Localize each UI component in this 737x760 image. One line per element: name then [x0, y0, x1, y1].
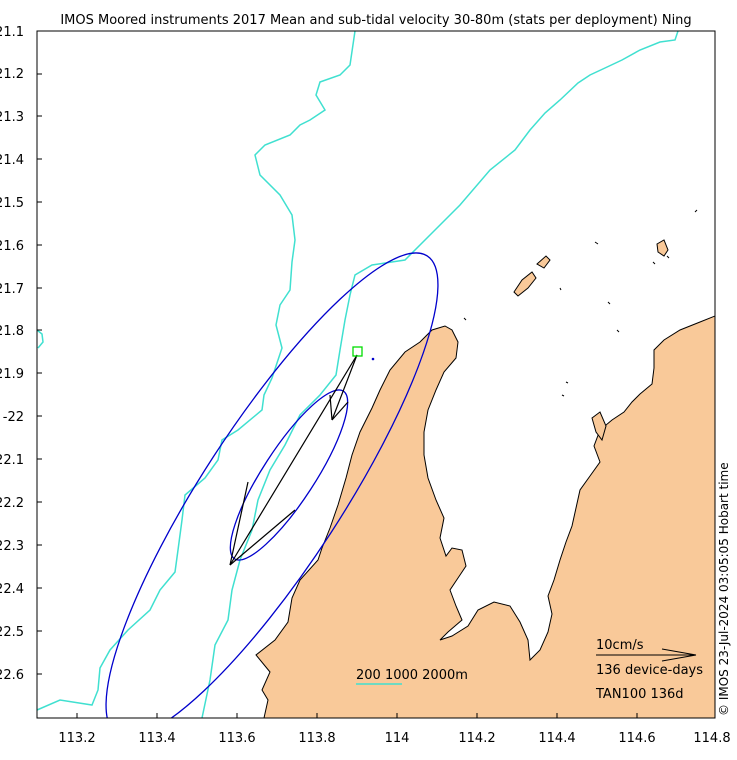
map-title: IMOS Moored instruments 2017 Mean and su… — [60, 13, 691, 28]
y-tick-label: 22.3 — [0, 539, 24, 554]
y-tick-label: 21.2 — [0, 67, 24, 82]
island — [513, 271, 537, 297]
x-tick-label: 114.8 — [693, 731, 730, 746]
plot-frame — [36, 30, 716, 719]
y-tick-label: 21.9 — [0, 367, 24, 382]
x-tick-label: 114 — [385, 731, 410, 746]
x-tick-label: 114.2 — [458, 731, 495, 746]
x-tick-label: 114.6 — [618, 731, 655, 746]
y-tick-label: 21.3 — [0, 110, 24, 125]
isobath-2000m — [37, 329, 44, 349]
island — [591, 411, 607, 442]
y-tick-label: -22 — [3, 410, 24, 425]
y-tick-label: 21.8 — [0, 324, 24, 339]
y-tick-label: 22.2 — [0, 496, 24, 511]
y-tick-label: 21.1 — [0, 25, 24, 40]
y-tick-label: 21.6 — [0, 239, 24, 254]
island — [656, 239, 669, 257]
y-tick-label: 21.5 — [0, 196, 24, 211]
x-tick-label: 114.4 — [538, 731, 575, 746]
copyright-timestamp: © IMOS 23-Jul-2024 03:05:05 Hobart time — [717, 462, 731, 716]
x-tick-label: 113.6 — [218, 731, 255, 746]
x-axis: 113.2 113.4 113.6 113.8 114 114.2 114.4 … — [58, 713, 731, 746]
y-tick-label: 22.1 — [0, 453, 24, 468]
island — [463, 209, 698, 397]
station-dot — [371, 357, 375, 361]
depth-legend-label: 200 1000 2000m — [356, 668, 468, 683]
x-tick-label: 113.8 — [298, 731, 335, 746]
isobath-1000m — [201, 31, 679, 718]
y-axis: 21.1 21.2 21.3 21.4 21.5 21.6 21.7 21.8 … — [0, 25, 42, 683]
station-label: TAN100 136d — [595, 687, 684, 702]
station-marker[interactable] — [352, 346, 363, 357]
velocity-scale-legend: 10cm/s 136 device-days TAN100 136d — [595, 638, 703, 702]
y-tick-label: 22.6 — [0, 668, 24, 683]
device-days-label: 136 device-days — [596, 663, 703, 678]
map-content — [37, 31, 715, 718]
x-tick-label: 113.2 — [58, 731, 95, 746]
isobath-200m — [37, 31, 356, 711]
velocity-ellipse-outer — [105, 252, 439, 718]
y-tick-label: 22.5 — [0, 625, 24, 640]
y-tick-label: 22.4 — [0, 582, 24, 597]
y-tick-label: 21.7 — [0, 282, 24, 297]
scale-label: 10cm/s — [596, 638, 644, 653]
island — [536, 255, 551, 269]
x-tick-label: 113.4 — [138, 731, 175, 746]
depth-legend: 200 1000 2000m — [356, 668, 468, 685]
mean-velocity-arrow — [229, 354, 358, 566]
y-tick-label: 21.4 — [0, 153, 24, 168]
